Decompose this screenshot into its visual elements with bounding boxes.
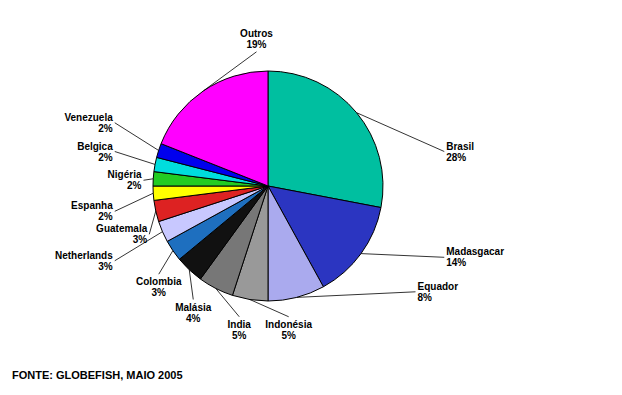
svg-text:Brasil28%: Brasil28% [446, 141, 474, 163]
html-text:FONTE: GLOBEFISH, MAIO 2005: FONTE: GLOBEFISH, MAIO 2005 [12, 369, 183, 381]
svg-text:Equador8%: Equador8% [418, 281, 459, 303]
svg-text:India5%: India5% [228, 319, 252, 341]
svg-text:Malásia4%: Malásia4% [175, 302, 212, 324]
svg-text:Guatemala3%: Guatemala3% [96, 223, 148, 245]
svg-text:Venezuela2%: Venezuela2% [64, 112, 113, 134]
svg-text:Espanha2%: Espanha2% [71, 200, 113, 222]
svg-text:Outros19%: Outros19% [240, 28, 273, 50]
svg-text:Madasgacar14%: Madasgacar14% [446, 246, 504, 268]
svg-text:Indonésia5%: Indonésia5% [265, 319, 312, 341]
svg-text:Colombia3%: Colombia3% [136, 276, 182, 298]
svg-text:Nigéria2%: Nigéria2% [108, 169, 142, 191]
svg-text:Belgica2%: Belgica2% [77, 141, 113, 163]
svg-text:Netherlands3%: Netherlands3% [55, 250, 113, 272]
